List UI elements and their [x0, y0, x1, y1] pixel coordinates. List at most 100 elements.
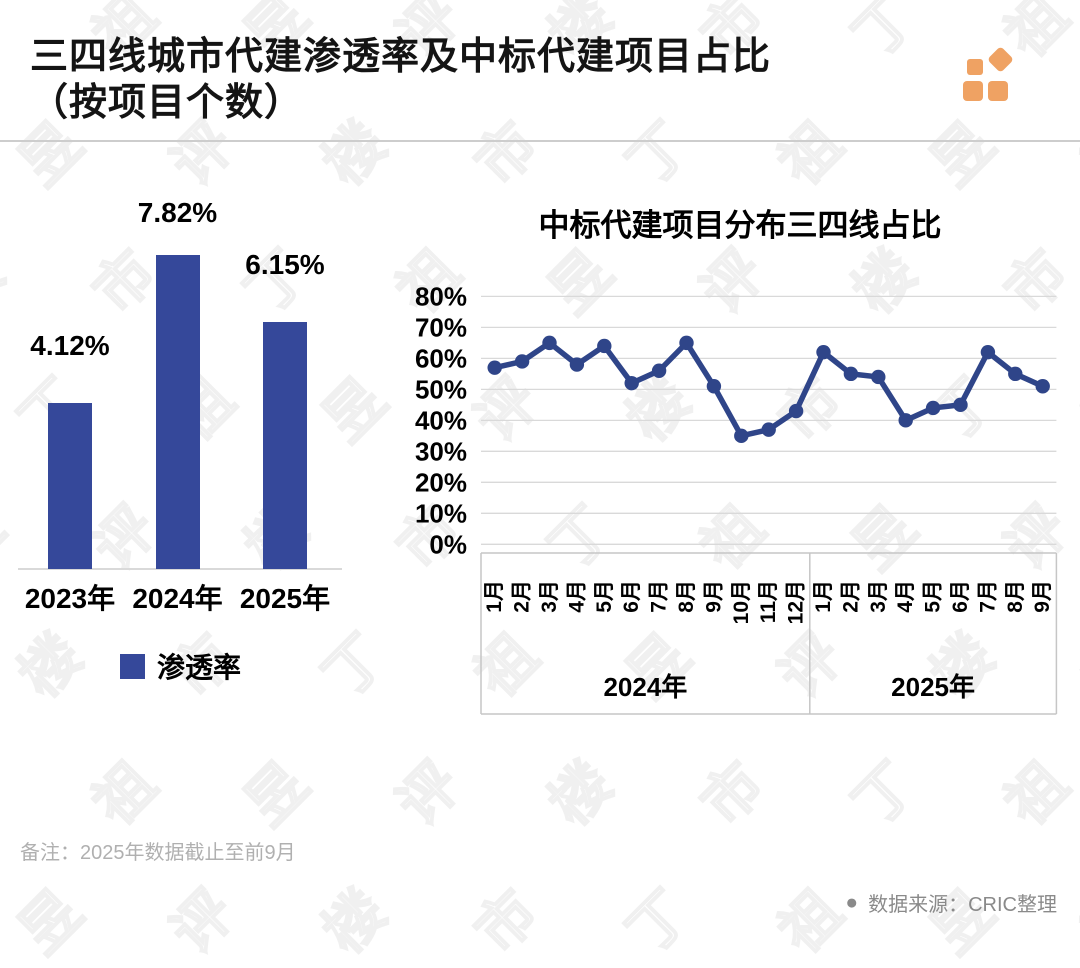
legend-label: 渗透率 — [157, 652, 242, 683]
page-title-line1: 三四线城市代建渗透率及中标代建项目占比 — [30, 36, 772, 78]
watermark-character: 丁 — [614, 877, 703, 966]
logo-square-top-left-icon — [967, 59, 983, 75]
bar-value-label: 7.82% — [137, 196, 218, 228]
data-point-marker — [542, 335, 557, 351]
y-axis-tick-label: 50% — [415, 374, 467, 404]
watermark-character: 祖 — [766, 109, 855, 198]
x-axis-month-label: 3月 — [538, 580, 561, 613]
line-chart-plot: 0%10%20%30%40%50%60%70%80%1月 2月 3月 4月 5月 6月 7月… — [415, 281, 1058, 715]
x-axis-month-label: 1月 — [812, 580, 835, 613]
y-axis-tick-label: 70% — [415, 312, 467, 342]
x-axis-month-label: 7月 — [648, 580, 671, 613]
x-axis-year-label: 2025年 — [891, 672, 975, 702]
x-axis-month-label: 1月 — [483, 580, 506, 613]
watermark-character: 昱 — [918, 877, 1007, 966]
x-axis-month-label: 4月 — [565, 580, 588, 613]
data-point-marker — [624, 375, 639, 391]
line-chart-title: 中标代建项目分布三四线占比 — [538, 208, 942, 243]
data-point-marker — [706, 379, 722, 394]
x-axis-month-label: 8月 — [675, 580, 698, 613]
data-point-marker — [788, 403, 804, 419]
y-axis-tick-label: 80% — [415, 281, 467, 311]
data-point-marker — [487, 360, 502, 375]
bar-value-label: 4.12% — [30, 330, 110, 362]
logo-diamond-icon — [987, 46, 1014, 73]
y-axis-tick-label: 40% — [415, 405, 467, 435]
x-axis-month-label: 7月 — [976, 580, 999, 613]
watermark-character: 丁 — [0, 0, 17, 70]
data-point-marker — [514, 354, 530, 369]
data-source: ● 数据来源：CRIC整理 — [845, 888, 1057, 917]
bar-chart-legend: 渗透率 — [120, 646, 241, 686]
x-axis-month-label: 6月 — [949, 580, 972, 613]
data-point-marker — [761, 422, 776, 437]
bar-category-label: 2023年 — [24, 583, 116, 614]
data-point-marker — [953, 397, 968, 413]
footnote: 备注：2025年数据截止至前9月 — [20, 842, 296, 864]
data-point-marker — [871, 369, 886, 385]
logo-square-bottom-right-icon — [988, 81, 1008, 101]
data-point-marker — [898, 413, 913, 428]
x-axis-month-label: 5月 — [593, 580, 616, 613]
x-axis-month-label: 2月 — [511, 580, 534, 613]
x-axis-month-label: 11月 — [757, 580, 780, 623]
bar-column — [263, 321, 307, 569]
y-axis-tick-label: 20% — [415, 467, 467, 497]
data-point-marker — [651, 363, 667, 378]
x-axis-month-label: 5月 — [922, 580, 945, 613]
y-axis-tick-label: 60% — [415, 343, 467, 373]
bar-chart-axis-line — [18, 568, 342, 570]
watermark-character: 丁 — [0, 749, 17, 838]
watermark-character: 评 — [1070, 109, 1080, 198]
data-point-marker — [597, 338, 612, 354]
watermark-character: 丁 — [840, 749, 929, 838]
data-point-marker — [1035, 379, 1050, 394]
watermark-character: 楼 — [536, 749, 625, 838]
brand-logo — [960, 44, 1016, 104]
watermark-character: 昱 — [918, 109, 1007, 198]
header-divider — [0, 140, 1080, 142]
watermark-character: 昱 — [232, 749, 321, 838]
x-axis-month-label: 10月 — [730, 580, 753, 624]
watermark-character: 楼 — [310, 877, 399, 966]
watermark-character: 昱 — [6, 877, 95, 966]
bar-value-label: 6.15% — [245, 248, 325, 280]
watermark-character: 市 — [688, 749, 777, 838]
y-axis-tick-label: 30% — [415, 436, 467, 466]
data-point-marker — [679, 335, 694, 351]
watermark-character: 评 — [1070, 877, 1080, 966]
watermark-character: 祖 — [80, 749, 169, 838]
y-axis-tick-label: 0% — [429, 529, 467, 559]
watermark-character: 祖 — [992, 749, 1080, 838]
watermark-character: 评 — [158, 877, 247, 966]
page-title: 三四线城市代建渗透率及中标代建项目占比 （按项目个数） — [30, 34, 771, 126]
data-point-marker — [925, 400, 941, 416]
data-point-marker — [569, 357, 585, 372]
data-point-marker — [734, 428, 749, 444]
legend-swatch-icon — [120, 653, 145, 679]
bar-column — [155, 254, 200, 569]
bar-column — [48, 403, 92, 569]
bullet-icon: ● — [845, 891, 859, 914]
x-axis-year-label: 2024年 — [603, 672, 687, 702]
data-point-marker — [843, 366, 859, 382]
x-axis-month-label: 9月 — [1031, 580, 1054, 613]
data-point-marker — [816, 344, 831, 360]
logo-square-bottom-left-icon — [963, 81, 983, 101]
bar-category-label: 2024年 — [132, 583, 223, 614]
x-axis-month-label: 3月 — [867, 580, 890, 613]
page-title-line2: （按项目个数） — [30, 82, 304, 124]
x-axis-month-label: 8月 — [1004, 580, 1027, 613]
watermark-character: 市 — [462, 877, 551, 966]
x-axis-month-label: 6月 — [620, 580, 643, 613]
x-axis-month-label: 9月 — [702, 580, 725, 613]
bar-category-label: 2025年 — [239, 583, 331, 614]
watermark-character: 丁 — [840, 0, 929, 70]
data-point-marker — [980, 344, 996, 360]
penetration-bar-chart: 渗透率 4.12% 2023年 7.82% 2024年 6.15% 2025年 — [0, 180, 400, 700]
x-axis-month-label: 4月 — [894, 580, 917, 613]
watermark-character: 评 — [384, 749, 473, 838]
y-axis-tick-label: 10% — [415, 498, 467, 528]
data-source-text: 数据来源：CRIC整理 — [868, 894, 1057, 916]
